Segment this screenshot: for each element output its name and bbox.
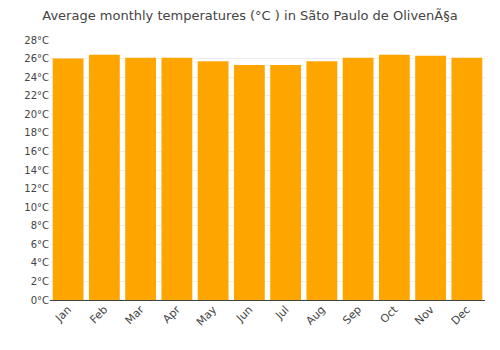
svg-text:6°C: 6°C (31, 239, 49, 250)
svg-text:24°C: 24°C (24, 72, 49, 83)
svg-text:20°C: 20°C (24, 109, 49, 120)
svg-text:2°C: 2°C (31, 276, 49, 287)
svg-text:26°C: 26°C (24, 53, 49, 64)
svg-text:Feb: Feb (87, 303, 110, 326)
svg-text:Mar: Mar (123, 303, 147, 327)
svg-text:Nov: Nov (412, 303, 437, 328)
svg-text:Average monthly temperatures (: Average monthly temperatures (°C ) in Sã… (42, 8, 457, 23)
svg-text:0°C: 0°C (31, 295, 49, 306)
svg-text:8°C: 8°C (31, 220, 49, 231)
svg-text:28°C: 28°C (24, 35, 49, 46)
svg-text:16°C: 16°C (24, 146, 49, 157)
svg-text:22°C: 22°C (24, 90, 49, 101)
svg-text:Dec: Dec (449, 303, 473, 327)
svg-text:Jun: Jun (233, 303, 255, 325)
svg-text:Aug: Aug (304, 303, 328, 327)
svg-text:Jul: Jul (272, 303, 291, 322)
svg-text:May: May (194, 303, 220, 329)
svg-text:4°C: 4°C (31, 257, 49, 268)
svg-text:18°C: 18°C (24, 127, 49, 138)
svg-text:12°C: 12°C (24, 183, 49, 194)
svg-text:10°C: 10°C (24, 202, 49, 213)
svg-text:Jan: Jan (52, 303, 74, 325)
svg-text:Oct: Oct (378, 303, 401, 326)
svg-text:Sep: Sep (340, 303, 364, 327)
svg-text:Apr: Apr (160, 303, 183, 326)
svg-text:14°C: 14°C (24, 165, 49, 176)
